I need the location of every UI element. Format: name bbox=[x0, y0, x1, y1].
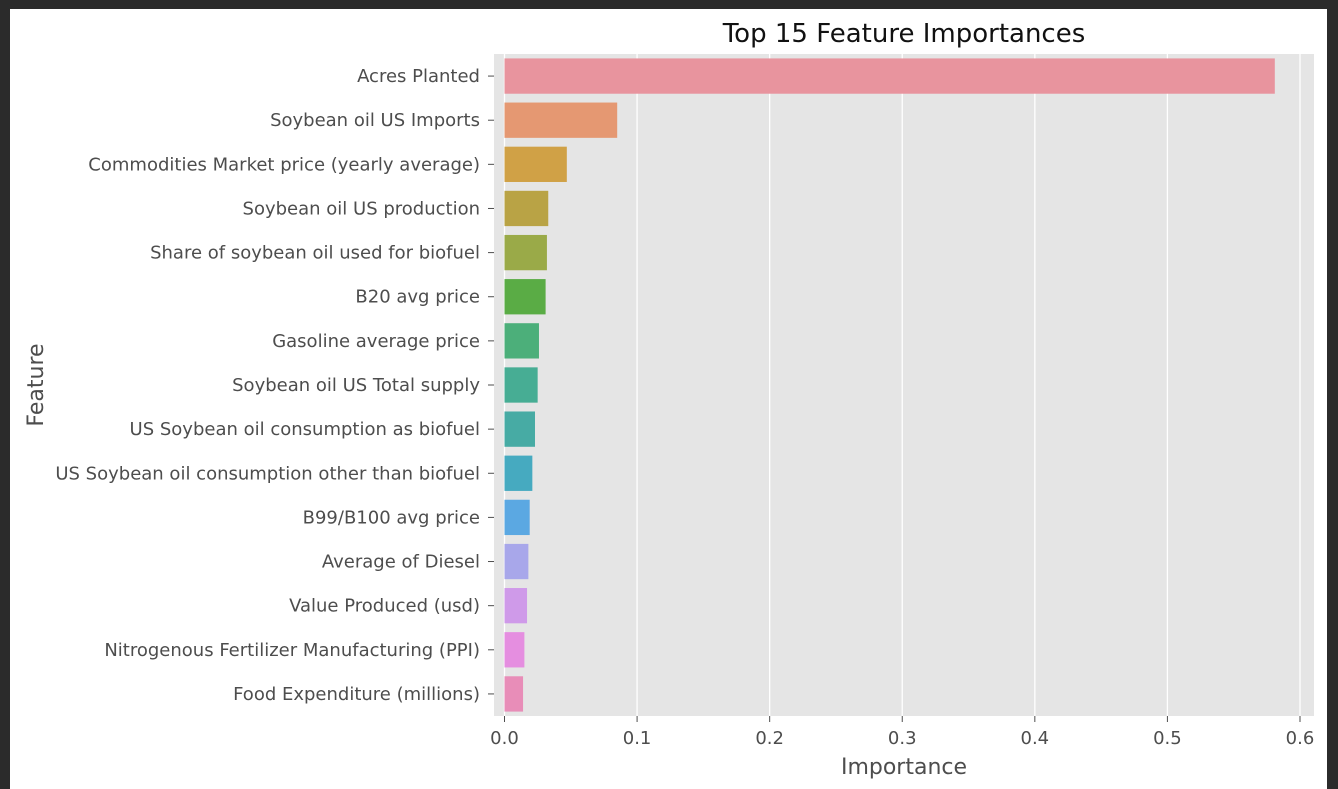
bar bbox=[504, 146, 567, 182]
bar bbox=[504, 543, 529, 580]
y-tick-label: US Soybean oil consumption as biofuel bbox=[130, 419, 480, 440]
x-tick-label: 0.5 bbox=[1153, 728, 1182, 749]
bar bbox=[504, 632, 525, 668]
bar bbox=[504, 58, 1275, 94]
bar bbox=[504, 102, 618, 138]
x-axis-label: Importance bbox=[841, 755, 967, 780]
y-tick-label: Share of soybean oil used for biofuel bbox=[150, 243, 480, 264]
y-tick-label: Gasoline average price bbox=[272, 331, 480, 352]
y-axis-ticks: Acres Planted Soybean oil US Imports Commo… bbox=[55, 66, 494, 705]
bar bbox=[504, 367, 538, 403]
bar bbox=[504, 588, 528, 624]
chart-figure: 0.0 0.1 0.2 0.3 0.4 0.5 0.6 Acres Planted Soybe… bbox=[10, 9, 1327, 789]
y-tick-label: B99/B100 avg price bbox=[303, 507, 480, 528]
x-tick-label: 0.4 bbox=[1021, 728, 1050, 749]
y-tick-label: Soybean oil US production bbox=[243, 198, 480, 219]
bar bbox=[504, 499, 530, 536]
bars bbox=[504, 58, 1275, 712]
bar bbox=[504, 190, 549, 227]
y-tick-label: Commodities Market price (yearly average… bbox=[88, 154, 480, 175]
x-axis-ticks: 0.0 0.1 0.2 0.3 0.4 0.5 0.6 bbox=[490, 716, 1314, 749]
y-tick-label: Average of Diesel bbox=[322, 552, 480, 573]
grid bbox=[503, 54, 1301, 716]
x-tick-label: 0.2 bbox=[755, 728, 784, 749]
bar bbox=[504, 676, 524, 712]
y-axis-label: Feature bbox=[24, 343, 49, 426]
bar bbox=[504, 234, 547, 271]
bar bbox=[504, 279, 546, 315]
bar bbox=[504, 323, 539, 359]
y-tick-label: Acres Planted bbox=[357, 66, 480, 87]
x-tick-label: 0.0 bbox=[490, 728, 519, 749]
y-tick-label: Soybean oil US Total supply bbox=[232, 375, 480, 396]
plot-area bbox=[494, 54, 1314, 716]
x-tick-label: 0.6 bbox=[1286, 728, 1315, 749]
y-tick-label: Soybean oil US Imports bbox=[270, 110, 480, 131]
x-tick-label: 0.3 bbox=[888, 728, 917, 749]
y-tick-label: Food Expenditure (millions) bbox=[233, 684, 480, 705]
x-tick-label: 0.1 bbox=[623, 728, 652, 749]
bar bbox=[504, 455, 533, 491]
y-tick-label: B20 avg price bbox=[355, 287, 480, 308]
bar bbox=[504, 411, 535, 447]
chart-title: Top 15 Feature Importances bbox=[722, 19, 1086, 49]
y-tick-label: Nitrogenous Fertilizer Manufacturing (PP… bbox=[104, 640, 480, 661]
bar-chart: 0.0 0.1 0.2 0.3 0.4 0.5 0.6 Acres Planted Soybe… bbox=[24, 19, 1314, 780]
y-tick-label: US Soybean oil consumption other than bi… bbox=[55, 463, 480, 484]
y-tick-label: Value Produced (usd) bbox=[289, 596, 480, 617]
